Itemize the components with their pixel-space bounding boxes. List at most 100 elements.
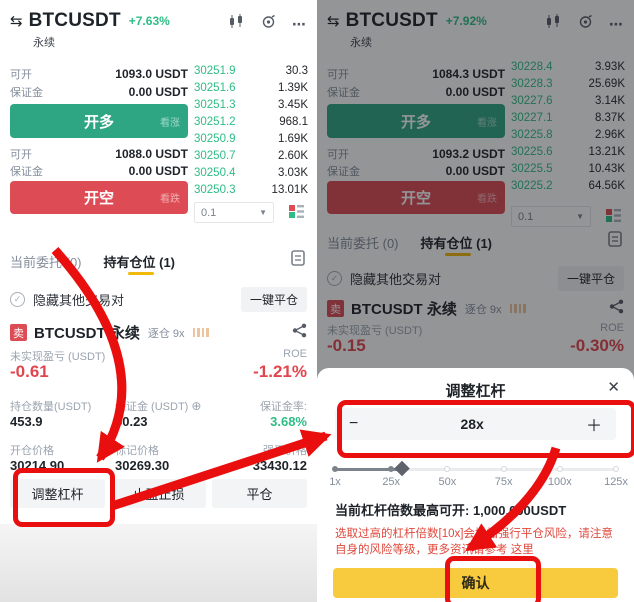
sell-side-badge: 卖 — [327, 300, 344, 317]
order-history-icon[interactable] — [608, 231, 622, 252]
symbol-header[interactable]: ⇆ BTCUSDT +7.92% — [327, 10, 487, 32]
orderbook-price: 30225.2 — [511, 179, 553, 192]
filter-row: ✓ 隐藏其他交易对 一键平仓 — [10, 287, 307, 312]
adjust-leverage-button[interactable]: 调整杠杆 — [10, 479, 105, 508]
roe-label: ROE — [283, 348, 307, 360]
tab-open-orders[interactable]: 当前委托 (0) — [327, 236, 399, 251]
hide-others-checkbox[interactable]: ✓ — [10, 292, 25, 307]
orderbook-price: 30225.5 — [511, 162, 553, 175]
slider-mark[interactable] — [556, 466, 563, 472]
orderbook-price: 30227.1 — [511, 111, 553, 124]
position-margin-label: 保证金 (USDT) ⊕ — [115, 399, 202, 413]
close-all-positions-button[interactable]: 一键平仓 — [557, 266, 624, 291]
margin-mode-label[interactable]: 逐仓 9x — [147, 327, 185, 340]
close-icon[interactable]: ✕ — [607, 379, 620, 396]
open-long-button[interactable]: 开多 看涨 — [10, 104, 188, 138]
symbol-header[interactable]: ⇆ BTCUSDT +7.63% — [10, 10, 170, 32]
depth-view-icon[interactable] — [606, 208, 621, 228]
share-icon[interactable] — [609, 299, 624, 319]
adjust-leverage-modal: 调整杠杆 ✕ − 28x ＋ 1x 25x 50x — [317, 368, 634, 602]
risk-level-icon — [192, 328, 209, 337]
screen-trade-left: ⇆ BTCUSDT +7.63% 永续 ⋯ 可开 1093.0 USDT 保证金… — [0, 10, 317, 602]
slider-mark[interactable] — [332, 466, 338, 472]
swap-pair-icon[interactable]: ⇆ — [327, 13, 340, 30]
margin-row: 保证金 0.00 USDT — [327, 163, 505, 179]
tick-label: 25x — [382, 476, 401, 488]
orderbook-row[interactable]: 30251.9 30.3 — [194, 62, 308, 79]
hide-others-checkbox[interactable]: ✓ — [327, 271, 342, 286]
tab-positions[interactable]: 持有仓位 (1) — [103, 255, 176, 270]
orderbook-row[interactable]: 30250.9 1.69K — [194, 130, 308, 147]
open-long-label: 开多 — [83, 113, 114, 131]
orderbook-row[interactable]: 30225.2 64.56K — [511, 177, 625, 194]
open-short-button[interactable]: 开空 看跌 — [327, 181, 505, 214]
order-history-icon[interactable] — [291, 250, 305, 271]
tick-label: 1x — [329, 476, 341, 488]
open-long-button[interactable]: 开多 看涨 — [327, 104, 505, 138]
swap-pair-icon[interactable]: ⇆ — [10, 13, 23, 30]
margin-label: 保证金 — [327, 87, 360, 99]
available-row: 可开 1093.0 USDT — [10, 66, 188, 82]
more-menu-icon[interactable]: ⋯ — [292, 15, 307, 32]
slider-mark[interactable] — [613, 466, 619, 472]
slider-mark[interactable] — [444, 466, 451, 472]
open-short-label: 开空 — [83, 190, 114, 207]
orderbook-row[interactable]: 30250.7 2.60K — [194, 147, 308, 164]
symbol-title: BTCUSDT — [345, 10, 438, 31]
tpsl-button[interactable]: 止盈止损 — [111, 479, 206, 508]
orderbook-row[interactable]: 30250.3 13.01K — [194, 181, 308, 198]
margin-ratio-value: 3.68% — [270, 414, 307, 429]
compass-icon[interactable] — [578, 14, 593, 34]
open-short-button[interactable]: 开空 看跌 — [10, 181, 188, 214]
slider-mark[interactable] — [500, 466, 507, 472]
orderbook-row[interactable]: 30227.6 3.14K — [511, 92, 625, 109]
depth-view-icon[interactable] — [289, 204, 304, 224]
available-row: 可开 1088.0 USDT — [10, 146, 188, 162]
max-open-info: 当前杠杆倍数最高可开: 1,000,000USDT — [335, 503, 567, 518]
increase-leverage-button[interactable]: ＋ — [585, 418, 602, 435]
orderbook-row[interactable]: 30251.3 3.45K — [194, 96, 308, 113]
orderbook-amount: 3.14K — [594, 94, 625, 107]
orderbook-row[interactable]: 30225.5 10.43K — [511, 160, 625, 177]
confirm-button[interactable]: 确认 — [333, 568, 618, 598]
tick-size-dropdown[interactable]: 0.1 ▼ — [511, 206, 591, 227]
add-margin-icon[interactable]: ⊕ — [191, 399, 202, 413]
slider-thumb[interactable] — [394, 460, 411, 477]
orderbook-row[interactable]: 30251.2 968.1 — [194, 113, 308, 130]
mark-price-value: 30269.30 — [115, 458, 170, 473]
orderbook-amount: 25.69K — [588, 77, 625, 90]
decrease-leverage-button[interactable]: − — [349, 415, 359, 432]
position-margin-value: 50.23 — [115, 414, 148, 429]
margin-mode-label[interactable]: 逐仓 9x — [464, 303, 502, 316]
roe-value: -0.30% — [570, 336, 624, 355]
header-icons: ⋯ — [228, 14, 307, 34]
slider-mark[interactable] — [388, 466, 395, 472]
close-position-button[interactable]: 平仓 — [212, 479, 307, 508]
tab-open-orders[interactable]: 当前委托 (0) — [10, 255, 82, 270]
orderbook-amount: 1.39K — [277, 81, 308, 94]
available-row: 可开 1084.3 USDT — [327, 66, 505, 82]
orderbook-row[interactable]: 30225.8 2.96K — [511, 126, 625, 143]
order-book: 30228.4 3.93K 30228.3 25.69K 30227.6 3.14K … — [511, 58, 625, 194]
available-label: 可开 — [327, 149, 349, 161]
share-icon[interactable] — [292, 323, 307, 343]
hide-others-label: 隐藏其他交易对 — [33, 293, 125, 308]
screen-footer-area — [0, 524, 317, 602]
orderbook-row[interactable]: 30250.4 3.03K — [194, 164, 308, 181]
compass-icon[interactable] — [261, 14, 276, 34]
more-menu-icon[interactable]: ⋯ — [609, 15, 624, 32]
tick-size-dropdown[interactable]: 0.1 ▼ — [194, 202, 274, 223]
orderbook-row[interactable]: 30225.6 13.21K — [511, 143, 625, 160]
orderbook-amount: 3.45K — [277, 98, 308, 111]
orderbook-amount: 1.69K — [277, 132, 308, 145]
orderbook-row[interactable]: 30228.4 3.93K — [511, 58, 625, 75]
orderbook-row[interactable]: 30228.3 25.69K — [511, 75, 625, 92]
orderbook-row[interactable]: 30227.1 8.37K — [511, 109, 625, 126]
tab-positions[interactable]: 持有仓位 (1) — [420, 236, 493, 251]
candlestick-chart-icon[interactable] — [228, 14, 245, 34]
close-all-positions-button[interactable]: 一键平仓 — [240, 287, 307, 312]
bearish-hint: 看跌 — [160, 194, 180, 205]
candlestick-chart-icon[interactable] — [545, 14, 562, 34]
orderbook-row[interactable]: 30251.6 1.39K — [194, 79, 308, 96]
